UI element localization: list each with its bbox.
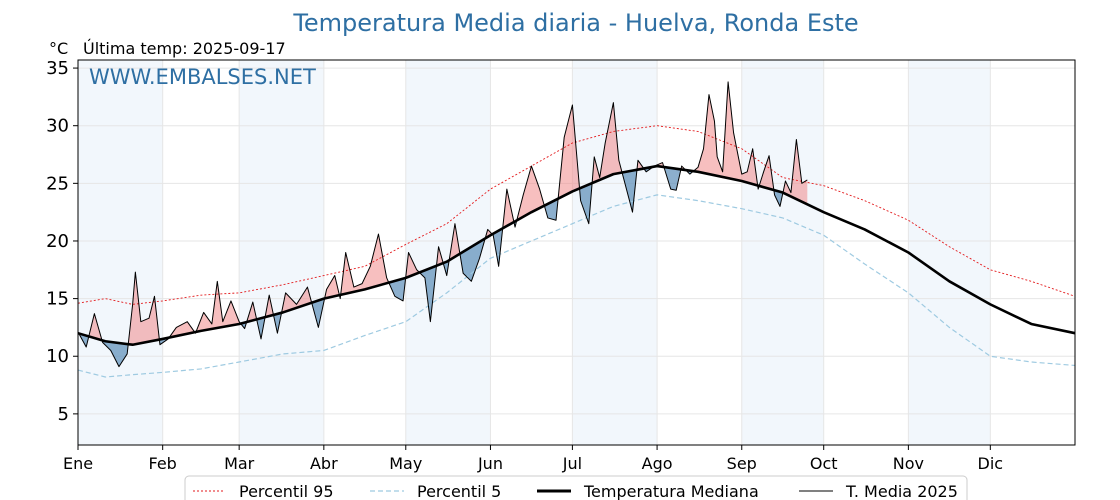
month-bands — [78, 60, 991, 445]
x-tick-label-jul: Jul — [562, 454, 582, 473]
above-median-fill-10 — [246, 302, 257, 322]
series-line-current — [77, 81, 808, 368]
below-median-fill-45 — [774, 190, 784, 207]
x-axis: Ene Feb Mar Abr May Jun Jul Ago Sep Oct Nov Dic — [63, 445, 1003, 473]
x-tick-label-ago: Ago — [642, 454, 673, 473]
y-tick-label-10: 10 — [46, 346, 69, 367]
below-median-fill-19 — [389, 276, 406, 301]
above-median-fill-44 — [759, 155, 775, 195]
legend-box — [184, 475, 968, 500]
y-tick-label-35: 35 — [46, 58, 69, 79]
above-median-fill-30 — [517, 166, 545, 221]
below-median-fill-15 — [312, 295, 326, 328]
chart-title: Temperatura Media diaria - Huelva, Ronda… — [292, 9, 858, 37]
above-median-fill-2 — [88, 313, 103, 343]
legend-current-label: T. Media 2025 — [845, 482, 958, 500]
series-line-median — [77, 164, 1076, 347]
above-median-fill-4 — [128, 272, 160, 345]
x-tick-label-feb: Feb — [149, 454, 177, 473]
unit-label: °C — [49, 39, 68, 58]
x-tick-label-mar: Mar — [224, 454, 255, 473]
anomaly-fills — [78, 81, 808, 367]
above-median-fill-14 — [282, 287, 313, 313]
month-band-1 — [239, 60, 324, 445]
y-tick-label-30: 30 — [46, 116, 69, 137]
x-tick-label-may: May — [389, 454, 422, 473]
x-tick-label-ene: Ene — [63, 454, 93, 473]
y-tick-label-5: 5 — [58, 404, 69, 425]
month-band-4 — [741, 60, 824, 445]
above-median-fill-28 — [502, 189, 515, 229]
above-median-fill-46 — [783, 139, 808, 205]
x-tick-label-oct: Oct — [810, 454, 838, 473]
plot-frame — [77, 59, 1076, 446]
above-median-fill-34 — [592, 102, 623, 184]
below-median-fill-3 — [102, 340, 129, 367]
below-median-fill-39 — [664, 167, 681, 191]
above-median-fill-6 — [169, 321, 195, 338]
above-median-fill-20 — [405, 252, 421, 278]
below-median-fill-31 — [544, 192, 559, 221]
above-median-fill-32 — [558, 104, 580, 199]
month-band-5 — [908, 60, 991, 445]
y-tick-label-25: 25 — [46, 173, 69, 194]
below-median-fill-25 — [460, 236, 486, 282]
legend-p95-label: Percentil 95 — [239, 482, 334, 500]
series-lines — [77, 81, 1076, 378]
above-median-fill-8 — [196, 281, 242, 332]
series-line-p5 — [77, 194, 1076, 378]
legend-p5-label: Percentil 5 — [417, 482, 501, 500]
above-median-fill-12 — [265, 295, 274, 318]
above-median-fill-24 — [449, 223, 461, 261]
above-median-fill-18 — [340, 234, 390, 295]
below-median-fill-27 — [492, 227, 503, 267]
x-tick-label-dic: Dic — [978, 454, 1004, 473]
below-median-fill-11 — [256, 317, 266, 339]
series-line-p95 — [77, 125, 1076, 305]
month-band-0 — [78, 60, 163, 445]
y-tick-label-15: 15 — [46, 289, 69, 310]
last-temp-label: Última temp: 2025-09-17 — [83, 39, 286, 58]
legend: Percentil 95 Percentil 5 Temperatura Med… — [184, 475, 968, 500]
x-tick-label-sep: Sep — [727, 454, 757, 473]
below-median-fill-21 — [420, 265, 437, 322]
x-tick-label-abr: Abr — [310, 454, 338, 473]
x-tick-label-nov: Nov — [893, 454, 924, 473]
below-median-fill-33 — [579, 181, 593, 224]
y-axis: 5 10 15 20 25 30 35 — [46, 58, 78, 425]
y-tick-label-20: 20 — [46, 231, 69, 252]
legend-median-label: Temperatura Mediana — [583, 482, 759, 500]
x-tick-label-jun: Jun — [477, 454, 503, 473]
above-median-fill-42 — [693, 81, 759, 190]
watermark: WWW.EMBALSES.NET — [89, 65, 316, 89]
